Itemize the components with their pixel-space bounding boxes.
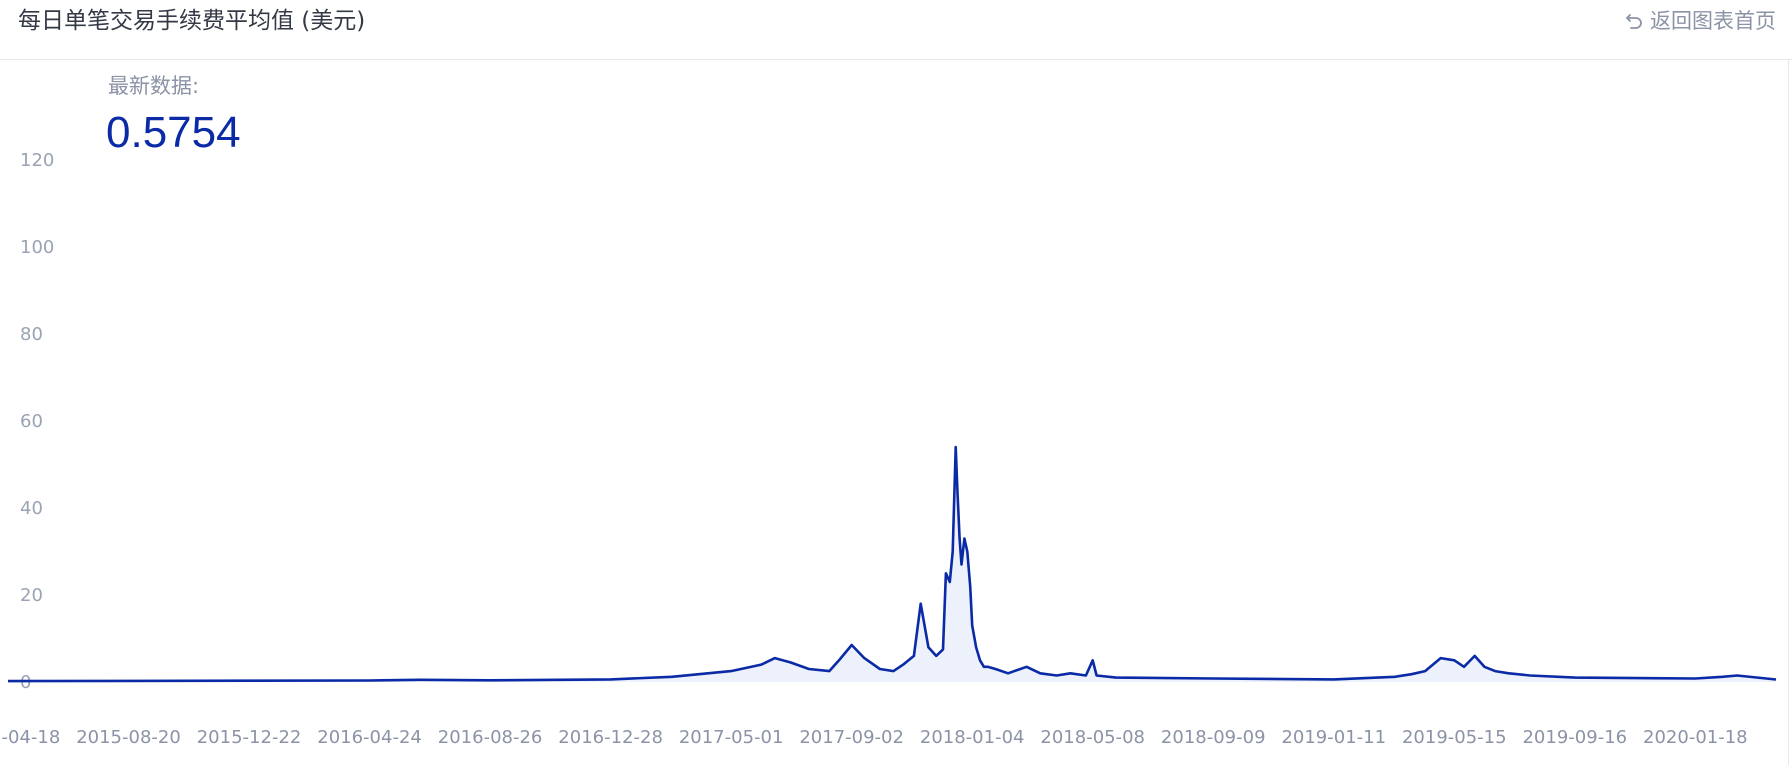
- y-tick-label: 80: [20, 324, 43, 345]
- x-tick-label: 2019-05-15: [1402, 727, 1507, 748]
- series-area: [8, 447, 1776, 682]
- x-tick-label: 2018-01-04: [920, 727, 1025, 748]
- y-tick-label: 40: [20, 498, 43, 519]
- y-tick-label: 100: [20, 237, 54, 258]
- x-tick-label: 2016-12-28: [558, 727, 663, 748]
- x-tick-label: 2018-05-08: [1040, 727, 1145, 748]
- x-tick-label: 2015-12-22: [197, 727, 302, 748]
- x-tick-label: 2018-09-09: [1161, 727, 1266, 748]
- x-tick-label: 2015-04-18: [0, 727, 60, 748]
- x-tick-label: 2017-09-02: [799, 727, 904, 748]
- x-tick-label: 2016-04-24: [317, 727, 422, 748]
- y-tick-label: 20: [20, 585, 43, 606]
- y-tick-label: 0: [20, 672, 31, 693]
- latest-data-value: 0.5754: [106, 108, 241, 158]
- series-line: [8, 447, 1776, 681]
- x-tick-label: 2019-01-11: [1281, 727, 1386, 748]
- y-tick-label: 60: [20, 411, 43, 432]
- latest-data-label: 最新数据:: [108, 70, 199, 100]
- x-tick-label: 2016-08-26: [438, 727, 543, 748]
- x-tick-label: 2020-01-18: [1643, 727, 1748, 748]
- y-tick-label: 120: [20, 150, 54, 171]
- x-tick-label: 2019-09-16: [1522, 727, 1627, 748]
- x-tick-label: 2015-08-20: [76, 727, 181, 748]
- x-tick-label: 2017-05-01: [679, 727, 784, 748]
